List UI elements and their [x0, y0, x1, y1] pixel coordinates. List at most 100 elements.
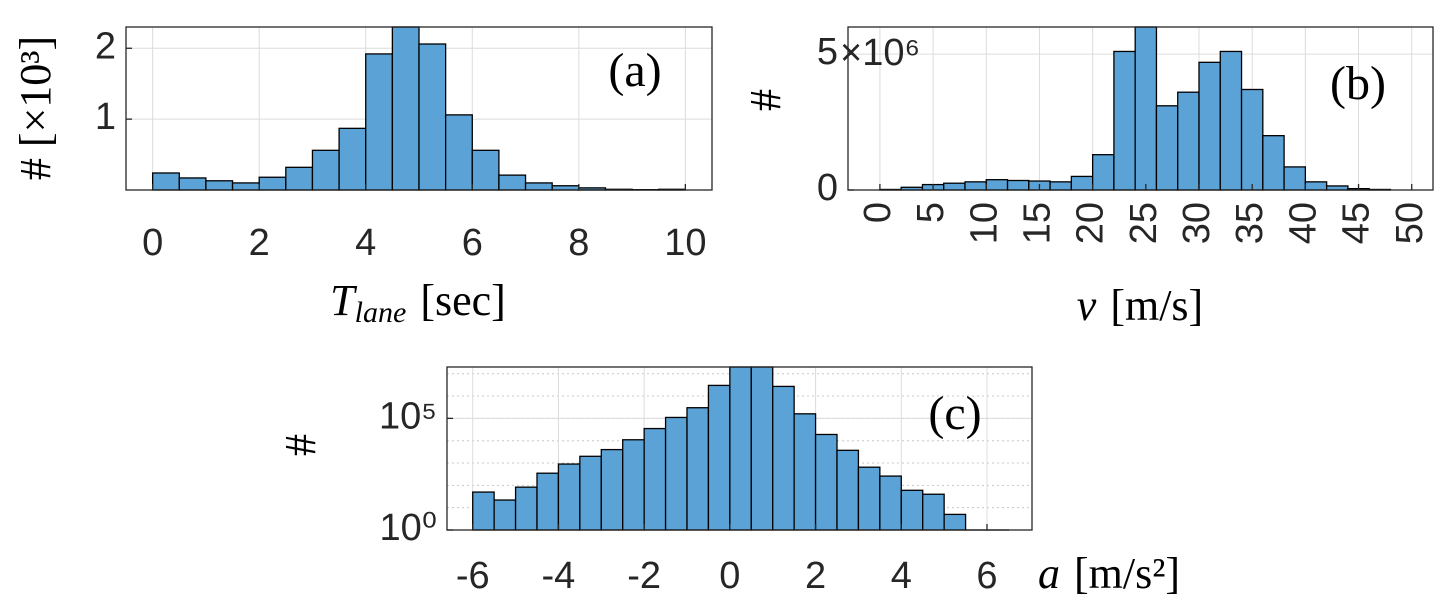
bar [1262, 135, 1285, 191]
x-tick-label: 2 [249, 222, 270, 264]
bar [285, 166, 314, 191]
bar [498, 174, 527, 191]
x-tick-label: 0 [857, 202, 899, 223]
x-tick-label: -6 [456, 555, 490, 597]
x-label-unit: [sec] [420, 276, 506, 325]
x-tick-label: 20 [1070, 202, 1112, 244]
x-tick-label: 2 [805, 555, 826, 597]
bar [1070, 175, 1094, 191]
bar [879, 475, 902, 531]
bar [793, 413, 817, 531]
bar [1049, 181, 1073, 191]
x-axis-label: Tlane [sec] [330, 276, 506, 329]
y-tick-label: 0 [817, 167, 838, 209]
axes-box [446, 366, 1033, 531]
bar [514, 486, 538, 531]
x-label-symbol: a [1038, 549, 1060, 598]
x-axis-label: v [m/s] [1077, 281, 1203, 330]
bar [1219, 50, 1243, 191]
x-tick-label: -4 [542, 555, 576, 597]
x-axis-label: a [m/s²] [1038, 549, 1180, 598]
bar [943, 513, 967, 531]
bar [836, 449, 860, 531]
y-tick-label: 2 [95, 25, 116, 67]
bar [524, 182, 553, 191]
x-tick-label: 10 [664, 222, 706, 264]
bar [1155, 105, 1179, 191]
bar [943, 182, 966, 191]
bar [964, 181, 987, 191]
bar [922, 493, 945, 531]
bar [178, 177, 207, 191]
bar [471, 149, 500, 191]
y-tick-label: 5 [817, 31, 838, 73]
bar [772, 385, 795, 531]
bar [338, 127, 367, 191]
subplot: -6 -4 -2 0 2 4 6 10⁰ 10⁵ # a [m/s²] (c) [276, 366, 1180, 598]
x-label-unit: [m/s] [1110, 281, 1203, 330]
x-tick-label: -2 [627, 555, 661, 597]
bar [205, 180, 234, 191]
bar [1177, 91, 1200, 191]
x-label-symbol: T [330, 276, 358, 325]
x-tick-label: 0 [142, 222, 163, 264]
bar [1006, 179, 1030, 191]
bar [536, 472, 560, 531]
axes-box [125, 26, 713, 191]
bar [258, 176, 287, 191]
bar [1113, 50, 1136, 191]
bar [557, 463, 581, 531]
bar [814, 433, 838, 531]
bar [1198, 61, 1221, 191]
y-tick-label: 10⁵ [379, 395, 437, 437]
bar [622, 439, 645, 531]
bar [472, 491, 495, 531]
x-tick-label: 0 [719, 555, 740, 597]
bar [1304, 181, 1328, 191]
x-tick-label: 6 [976, 555, 997, 597]
bar [1240, 88, 1264, 191]
x-tick-label: 45 [1336, 202, 1378, 244]
x-tick-label: 50 [1389, 202, 1431, 244]
x-tick-label: 40 [1282, 202, 1324, 244]
bar [418, 43, 447, 191]
bar [151, 172, 180, 191]
bar [1091, 154, 1115, 191]
bar [579, 455, 602, 531]
bar [1134, 26, 1158, 191]
bar [985, 179, 1009, 191]
bar [231, 182, 260, 191]
bar [600, 448, 624, 531]
x-label-subscript: lane [355, 296, 407, 329]
bar [643, 427, 667, 531]
x-tick-label: 8 [568, 222, 589, 264]
x-tick-label: 35 [1229, 202, 1271, 244]
bar [857, 466, 881, 531]
x-tick-label: 6 [462, 222, 483, 264]
bar [365, 53, 394, 191]
x-label-unit: [m/s²] [1074, 549, 1180, 598]
bar [900, 489, 924, 531]
x-tick-label: 4 [355, 222, 376, 264]
bar [311, 149, 340, 191]
panel-annotation: (b) [1330, 57, 1386, 110]
bar [391, 26, 420, 191]
bar [686, 407, 710, 531]
bar [729, 366, 752, 531]
x-tick-label: 15 [1016, 202, 1058, 244]
y-axis-label: # [276, 434, 325, 456]
bar [664, 416, 688, 531]
bar [750, 366, 774, 531]
y-tick-label: 1 [95, 96, 116, 138]
bar [1283, 166, 1307, 191]
bar [493, 499, 517, 531]
x-tick-label: 5 [910, 202, 952, 223]
panel-annotation: (a) [608, 44, 661, 97]
axes-box [847, 26, 1434, 191]
y-offset-label: ×10⁶ [840, 32, 920, 74]
bar [707, 384, 731, 531]
y-tick-label: 10⁰ [379, 507, 437, 549]
